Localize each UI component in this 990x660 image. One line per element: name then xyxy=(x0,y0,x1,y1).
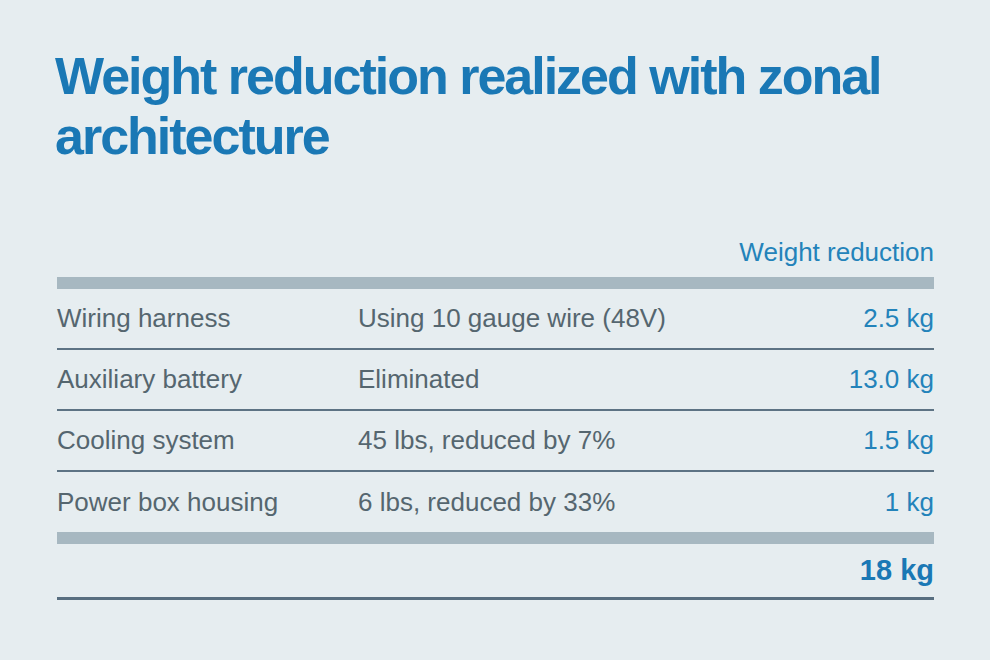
row-item: Cooling system xyxy=(57,425,358,456)
row-value: 2.5 kg xyxy=(863,303,934,334)
table-row: Wiring harness Using 10 gauge wire (48V)… xyxy=(57,289,934,350)
table-row: Auxiliary battery Eliminated 13.0 kg xyxy=(57,350,934,411)
row-description: Eliminated xyxy=(358,364,849,395)
row-description: 45 lbs, reduced by 7% xyxy=(358,425,863,456)
table-bottom-bar xyxy=(57,532,934,544)
row-item: Wiring harness xyxy=(57,303,358,334)
table-header-row: Weight reduction xyxy=(57,234,934,277)
table-top-bar xyxy=(57,277,934,289)
table-total-row: 18 kg xyxy=(57,544,934,600)
row-description: Using 10 gauge wire (48V) xyxy=(358,303,863,334)
row-value: 13.0 kg xyxy=(849,364,934,395)
row-item: Power box housing xyxy=(57,487,358,518)
row-item: Auxiliary battery xyxy=(57,364,358,395)
row-description: 6 lbs, reduced by 33% xyxy=(358,487,885,518)
table-row: Power box housing 6 lbs, reduced by 33% … xyxy=(57,472,934,532)
page-title: Weight reduction realized with zonal arc… xyxy=(55,46,895,166)
weight-reduction-table: Weight reduction Wiring harness Using 10… xyxy=(57,234,934,600)
total-value: 18 kg xyxy=(860,554,934,587)
row-value: 1.5 kg xyxy=(863,425,934,456)
row-value: 1 kg xyxy=(885,487,934,518)
table-row: Cooling system 45 lbs, reduced by 7% 1.5… xyxy=(57,411,934,472)
infographic-canvas: Weight reduction realized with zonal arc… xyxy=(0,0,990,660)
column-header-weight-reduction: Weight reduction xyxy=(739,237,934,268)
